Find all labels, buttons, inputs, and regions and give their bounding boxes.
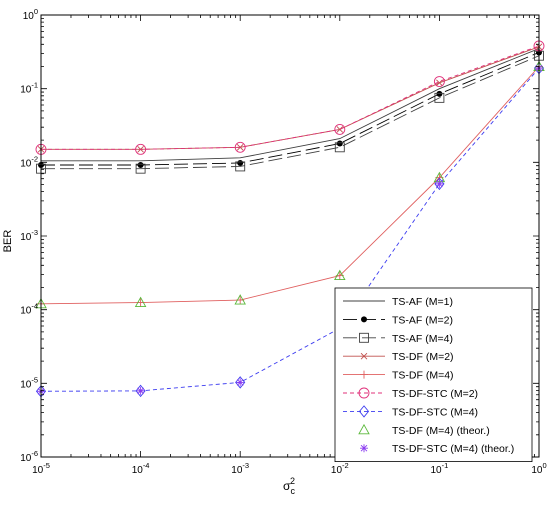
- series-point-5-1: [135, 143, 147, 155]
- legend-marker-4: [360, 370, 368, 379]
- y-tick-label-5: 10-1: [20, 81, 38, 96]
- series-point-7-1: [134, 296, 147, 307]
- legend-label-8: TS-DF-STC (M=4) (theor.): [392, 443, 514, 455]
- series-point-7-3: [334, 269, 346, 281]
- series-line-4: [40, 66, 540, 305]
- x-tick-base: 10: [32, 465, 44, 476]
- series-point-1-2: [237, 159, 244, 166]
- series-point-5-3: [334, 123, 346, 135]
- x-tick-label-2: 10-3: [231, 461, 249, 476]
- series-line-3: [41, 46, 540, 150]
- legend-marker-2: [359, 332, 369, 343]
- series-point-1-1: [137, 162, 144, 169]
- legend-label-4: TS-DF (M=4): [392, 370, 454, 382]
- y-tick-label-3: 10-3: [20, 228, 38, 243]
- series-point-5-2: [234, 141, 246, 153]
- series-line-5: [41, 45, 540, 150]
- legend-label-2: TS-AF (M=4): [392, 333, 453, 345]
- series-point-1-4: [436, 90, 443, 97]
- y-tick-base: 10: [20, 379, 32, 390]
- y-tick-base: 10: [20, 453, 32, 464]
- series-point-8-2: [236, 378, 245, 387]
- y-tick-label-6: 100: [23, 7, 38, 22]
- y-tick-base: 10: [20, 232, 32, 243]
- x-tick-exponent: -5: [43, 461, 50, 470]
- y-axis-label: BER: [2, 230, 14, 253]
- x-axis-label: σc2: [283, 476, 295, 496]
- y-tick-exponent: -1: [31, 81, 38, 90]
- plot-series: [35, 40, 545, 398]
- tick-marks: [40, 14, 540, 458]
- series-point-3-3: [336, 126, 344, 133]
- series-0: [41, 48, 540, 162]
- y-tick-exponent: -5: [31, 375, 38, 384]
- x-tick-base: 10: [231, 465, 243, 476]
- y-tick-label-4: 10-2: [20, 154, 38, 169]
- series-point-8-4: [435, 179, 444, 188]
- x-tick-label-5: 100: [531, 461, 546, 476]
- y-tick-exponent: 0: [34, 7, 38, 16]
- x-axis-label-base: σ: [283, 479, 291, 493]
- x-tick-base: 10: [132, 465, 144, 476]
- x-axis-label-sub: c: [290, 486, 295, 496]
- y-tick-base: 10: [20, 85, 32, 96]
- legend-label-3: TS-DF (M=2): [392, 351, 454, 363]
- series-line-6: [40, 67, 540, 392]
- y-tick-base: 10: [20, 158, 32, 169]
- y-tick-label-1: 10-5: [20, 375, 38, 390]
- series-point-2-1: [135, 163, 146, 174]
- legend-marker-8: [360, 444, 368, 453]
- x-tick-base: 10: [331, 465, 343, 476]
- x-tick-exponent: 0: [542, 461, 546, 470]
- x-tick-label-1: 10-4: [132, 461, 150, 476]
- x-tick-label-4: 10-1: [431, 461, 449, 476]
- y-tick-label-2: 10-4: [20, 302, 38, 317]
- series-point-6-2: [235, 376, 246, 389]
- y-tick-exponent: -6: [31, 449, 38, 458]
- x-tick-exponent: -4: [143, 461, 150, 470]
- x-tick-base: 10: [531, 465, 543, 476]
- series-point-2-2: [235, 161, 246, 172]
- legend-label-1: TS-AF (M=2): [392, 314, 453, 326]
- series-point-1-3: [336, 140, 343, 147]
- legend-marker-3: [360, 352, 368, 360]
- legend-label-6: TS-DF-STC (M=4): [392, 406, 478, 418]
- axis-ticks: [40, 14, 540, 458]
- series-point-6-1: [135, 384, 146, 398]
- x-tick-label-3: 10-2: [331, 461, 349, 476]
- x-tick-base: 10: [431, 465, 443, 476]
- x-tick-exponent: -3: [242, 461, 249, 470]
- series-line-2: [41, 55, 540, 170]
- legend-label-7: TS-DF (M=4) (theor.): [392, 425, 490, 437]
- legend-marker-1: [361, 316, 367, 323]
- y-tick-exponent: -2: [31, 154, 38, 163]
- legend: TS-AF (M=1) TS-AF (M=2) TS-AF (M=4) TS-DF (…: [334, 287, 533, 463]
- legend-marker-5: [358, 387, 370, 399]
- legend-marker-7: [358, 423, 370, 435]
- series-line-1: [41, 52, 540, 166]
- series-point-5-4: [433, 76, 445, 87]
- x-tick-label-0: 10-5: [32, 461, 50, 476]
- series-point-2-4: [434, 92, 445, 103]
- y-tick-base: 10: [23, 11, 35, 22]
- series-point-8-1: [136, 386, 145, 395]
- series-2: [36, 50, 544, 174]
- series-line-0: [41, 48, 540, 162]
- y-tick-label-0: 10-6: [20, 449, 38, 464]
- y-tick-base: 10: [20, 306, 32, 317]
- series-point-2-3: [334, 142, 345, 153]
- x-tick-exponent: -1: [442, 461, 449, 470]
- x-tick-exponent: -2: [342, 461, 349, 470]
- y-tick-exponent: -4: [31, 302, 38, 311]
- legend-marker-6: [358, 405, 370, 418]
- axis-tick-labels: 10-5 10-4 10-3 10-2 10-1 10010-610-510-410-31…: [20, 7, 546, 476]
- x-axis-label-sup: 2: [290, 476, 295, 486]
- legend-label-0: TS-AF (M=1): [392, 296, 453, 308]
- legend-label-5: TS-DF-STC (M=2): [392, 388, 478, 400]
- series-point-7-2: [234, 294, 246, 305]
- y-tick-exponent: -3: [31, 228, 38, 237]
